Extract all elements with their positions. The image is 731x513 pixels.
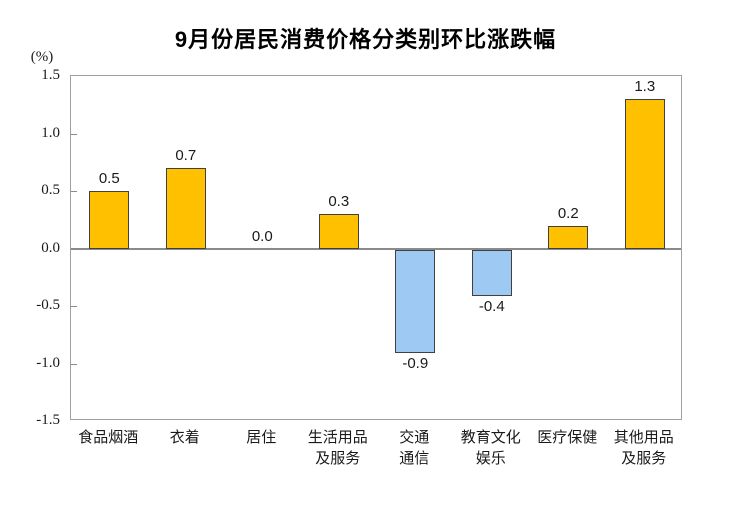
category-label: 其他用品 及服务 bbox=[613, 429, 674, 467]
category-label: 交通 通信 bbox=[399, 429, 430, 467]
bar-value-label: 0.7 bbox=[175, 147, 197, 164]
y-tick-label: -0.5 bbox=[36, 297, 60, 313]
y-tick-label: -1.0 bbox=[36, 354, 60, 371]
bar bbox=[165, 168, 206, 249]
category-label: 医疗保健 bbox=[537, 429, 598, 446]
y-tick-label: 0.5 bbox=[41, 182, 60, 198]
bar bbox=[471, 249, 512, 296]
plot-area: 0.5 0.7 0.0 0.3 -0.9 -0.4 0.2 1.3 bbox=[70, 75, 682, 420]
y-tick-mark bbox=[71, 306, 77, 307]
y-tick-mark bbox=[71, 363, 77, 365]
bar bbox=[89, 191, 130, 249]
y-tick-mark bbox=[71, 133, 77, 135]
bar-value-label: 0.2 bbox=[557, 204, 579, 222]
bar bbox=[548, 225, 589, 249]
bar-value-label: -0.4 bbox=[478, 297, 505, 315]
category-label: 教育文化 娱乐 bbox=[460, 429, 521, 467]
bar-value-label: -0.9 bbox=[402, 355, 429, 372]
bar-value-label: 0.5 bbox=[98, 170, 120, 187]
y-tick-label: -1.5 bbox=[36, 412, 60, 428]
y-axis-labels: 1.5 1.0 0.5 0.0 -0.5 -1.0 -1.5 bbox=[0, 67, 60, 428]
bar bbox=[395, 249, 436, 353]
bar bbox=[624, 99, 665, 249]
y-tick-label: 1.0 bbox=[41, 124, 60, 141]
bar-value-label: 0.0 bbox=[251, 227, 273, 245]
x-axis-labels: 食品烟酒 衣着 居住 生活用品 及服务 交通 通信 教育文化 娱乐 医疗保健 其他用品 及服务 bbox=[70, 427, 682, 491]
category-label: 食品烟酒 bbox=[78, 429, 139, 446]
y-tick-mark bbox=[71, 191, 77, 192]
category-label: 居住 bbox=[246, 429, 277, 446]
category-label: 生活用品 及服务 bbox=[307, 429, 368, 467]
chart-title: 9月份居民消费价格分类别环比涨跌幅 bbox=[174, 27, 557, 52]
bar-value-label: 0.3 bbox=[328, 193, 350, 210]
zero-line bbox=[71, 247, 681, 250]
y-tick-label: 0.0 bbox=[41, 239, 60, 256]
category-label: 衣着 bbox=[169, 429, 200, 446]
bar bbox=[318, 214, 359, 249]
y-axis-unit-label: (%) bbox=[30, 49, 54, 65]
bar-value-label: 1.3 bbox=[634, 77, 656, 95]
y-tick-label: 1.5 bbox=[41, 67, 60, 83]
